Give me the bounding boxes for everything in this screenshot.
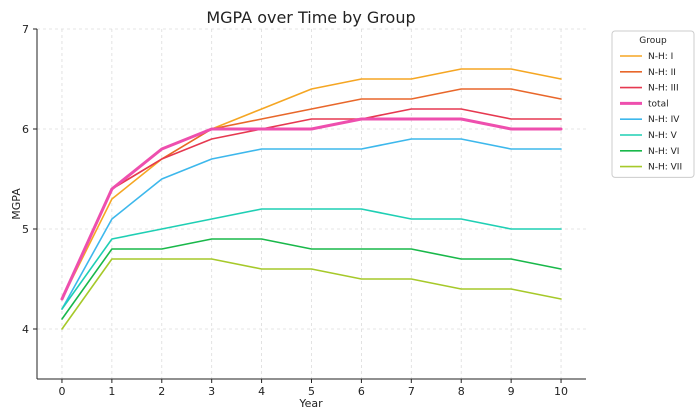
series-line-n-h-iv [61,138,562,310]
legend-title: Group [639,36,667,46]
legend-entry: N-H: III [648,84,679,94]
legend-box [611,30,695,178]
y-tick-label: 5 [22,223,29,236]
series-layer [60,68,563,330]
legend-entry: N-H: VI [648,147,679,157]
legend-entry: N-H: II [648,68,676,78]
x-tick-label: 1 [108,385,115,398]
x-tick-label: 7 [408,385,415,398]
legend-entry: N-H: V [648,131,678,141]
x-tick-label: 4 [258,385,265,398]
axes: 0 1 2 3 4 5 6 7 8 9 10 4 5 6 7 [22,23,586,398]
x-tick-label: 9 [508,385,515,398]
series-line-total [60,117,563,301]
x-tick-label: 3 [208,385,215,398]
series-line-n-h-iii [61,108,562,300]
series-line-n-h-i [61,68,562,300]
legend: Group N-H: I N-H: II N-H: III total N-H: IV N-… [611,30,695,178]
grid [37,28,586,379]
x-tick-label: 6 [358,385,365,398]
x-axis-label: Year [298,397,323,410]
series-line-n-h-vii [61,258,562,330]
x-tick-label: 5 [308,385,315,398]
x-tick-label: 0 [58,385,65,398]
legend-entry: N-H: IV [648,115,680,125]
y-tick-label: 6 [22,123,29,136]
y-axis-label: MGPA [10,188,23,220]
y-tick-label: 7 [22,23,29,36]
legend-entry: total [648,99,669,109]
x-tick-label: 8 [458,385,465,398]
series-line-n-h-v [61,208,562,310]
chart-title: MGPA over Time by Group [206,8,415,27]
legend-entry: N-H: I [648,52,673,62]
x-tick-label: 10 [554,385,568,398]
legend-entry: N-H: VII [648,163,682,173]
x-tick-label: 2 [158,385,165,398]
series-line-n-h-vi [61,238,562,320]
y-tick-label: 4 [22,323,29,336]
